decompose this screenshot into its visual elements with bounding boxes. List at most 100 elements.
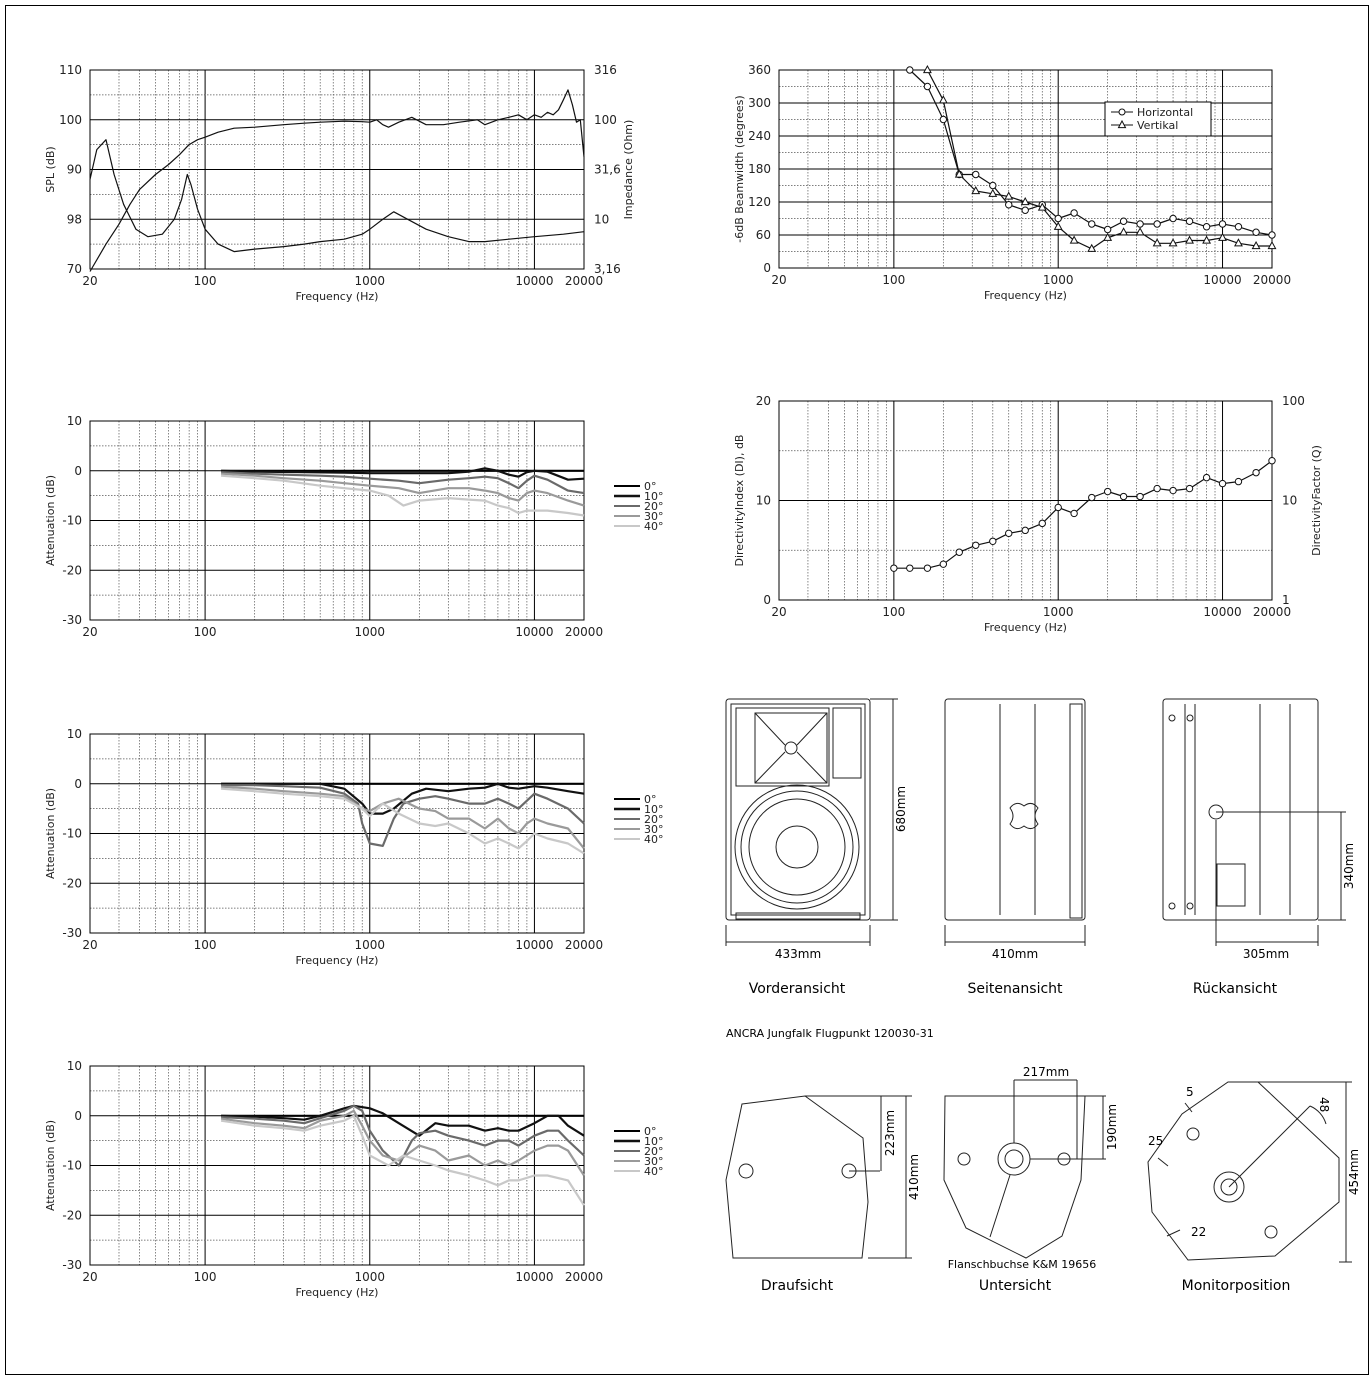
legend-label: 30° <box>644 1155 664 1168</box>
y-tick-label: 60 <box>756 228 771 242</box>
x-tick-label: 100 <box>882 605 905 619</box>
y-tick-label: -10 <box>62 827 82 841</box>
plot-frame <box>89 733 585 934</box>
x-tick-label: 20000 <box>565 274 603 288</box>
plot-frame <box>89 420 585 621</box>
rear-height-label: 340mm <box>1342 843 1356 889</box>
data-point-triangle <box>1037 202 1047 211</box>
data-point-triangle <box>1103 232 1113 241</box>
series-line <box>89 139 585 253</box>
monitor-dim-22: 22 <box>1191 1225 1206 1239</box>
flypoint-note: ANCRA Jungfalk Flugpunkt 120030-31 <box>726 1027 934 1040</box>
flange-label: Flanschbuchse K&M 19656 <box>948 1258 1097 1271</box>
x-tick-label: 20000 <box>565 938 603 952</box>
side-view-drawing <box>944 698 1086 946</box>
x-tick-label: 20 <box>82 274 97 288</box>
data-point-circle <box>972 541 980 549</box>
data-point-circle <box>1252 228 1260 236</box>
data-point-triangle <box>954 169 964 178</box>
legend-label: 0° <box>644 1125 657 1138</box>
x-tick-label: 10000 <box>515 274 553 288</box>
y-axis-label: SPL (dB) <box>44 146 57 192</box>
x-tick-label: 20000 <box>565 1270 603 1284</box>
data-point-circle <box>1038 519 1046 528</box>
data-point-triangle <box>1234 238 1243 247</box>
legend-label: 40° <box>644 1165 664 1178</box>
legend-label: 20° <box>644 500 664 513</box>
y-tick-label: 240 <box>748 129 771 143</box>
legend-marker-circle <box>1118 108 1126 116</box>
data-point-circle <box>1119 492 1128 501</box>
y-tick-label: 10 <box>67 727 82 741</box>
series-line <box>221 471 585 495</box>
data-point-circle <box>989 181 997 190</box>
data-point-circle <box>906 66 914 74</box>
data-point-circle <box>1153 220 1161 228</box>
x-axis-label: Frequency (Hz) <box>984 289 1067 302</box>
series-line <box>221 472 585 507</box>
x-tick-label: 20 <box>82 938 97 952</box>
data-point-triangle <box>1069 235 1079 244</box>
x-tick-label: 1000 <box>354 274 385 288</box>
legend-label: 10° <box>644 1135 664 1148</box>
x-tick-label: 10000 <box>515 625 553 639</box>
front-caption: Vorderansicht <box>749 981 846 997</box>
x-tick-label: 10000 <box>515 1270 553 1284</box>
legend-label: 0° <box>644 793 657 806</box>
data-point-circle <box>1185 484 1194 493</box>
data-point-circle <box>923 82 932 91</box>
plot-frame <box>89 69 585 270</box>
y-tick-label: 180 <box>748 162 771 176</box>
data-point-circle <box>1021 206 1029 214</box>
data-point-triangle <box>1135 227 1145 236</box>
x-tick-label: 1000 <box>1043 605 1074 619</box>
monitor-caption: Monitorposition <box>1182 1278 1291 1294</box>
legend-label: 40° <box>644 520 664 533</box>
x-tick-label: 100 <box>194 274 217 288</box>
data-point-circle <box>1252 468 1260 477</box>
legend-label: 10° <box>644 490 664 503</box>
data-point-circle <box>939 560 948 568</box>
x-tick-label: 20000 <box>565 625 603 639</box>
legend-marker-triangle <box>1117 119 1127 129</box>
data-point-circle <box>972 170 980 179</box>
data-point-circle <box>1169 214 1177 223</box>
top-caption: Draufsicht <box>761 1278 834 1294</box>
y-tick-label: 120 <box>748 195 771 209</box>
x-tick-label: 100 <box>194 625 217 639</box>
series-line <box>221 1104 585 1167</box>
data-point-triangle <box>1053 221 1063 230</box>
x-tick-label: 100 <box>194 938 217 952</box>
y-tick-label: -30 <box>62 1258 82 1272</box>
legend-label: 10° <box>644 803 664 816</box>
chart-directivity: 0 10 20 1 10 100 20 100 1000 10000 20000 Frequency … <box>733 394 1323 634</box>
y-right-axis-label: Impedance (Ohm) <box>622 120 635 220</box>
y-tick-label: -20 <box>62 876 82 890</box>
data-point-triangle <box>1185 235 1194 244</box>
y-tick-label: 0 <box>74 777 82 791</box>
y-tick-label: 10 <box>756 494 771 508</box>
x-tick-label: 20 <box>771 273 786 287</box>
series-line <box>89 89 585 272</box>
y-tick-label: 98 <box>67 212 82 226</box>
data-point-circle <box>1103 225 1112 234</box>
rear-view-drawing <box>1162 698 1346 946</box>
series-line <box>221 474 585 517</box>
data-point-circle <box>923 564 932 572</box>
data-point-circle <box>1185 217 1194 225</box>
x-tick-label: 20000 <box>1253 273 1291 287</box>
data-point-triangle <box>1168 238 1178 247</box>
y-tick-label: 0 <box>74 1109 82 1123</box>
data-point-triangle <box>1152 238 1162 247</box>
x-tick-label: 1000 <box>354 938 385 952</box>
y-tick-label: -30 <box>62 613 82 627</box>
data-point-circle <box>1054 214 1062 223</box>
data-point-circle <box>1202 473 1211 482</box>
y-tick-label: -20 <box>62 1208 82 1222</box>
y-axis-label: Attenuation (dB) <box>44 475 57 566</box>
data-point-triangle <box>1004 191 1014 200</box>
monitor-dim-454: 454mm <box>1347 1149 1361 1195</box>
data-point-circle <box>1054 503 1062 512</box>
data-point-circle <box>1021 526 1029 535</box>
x-tick-label: 1000 <box>354 1270 385 1284</box>
